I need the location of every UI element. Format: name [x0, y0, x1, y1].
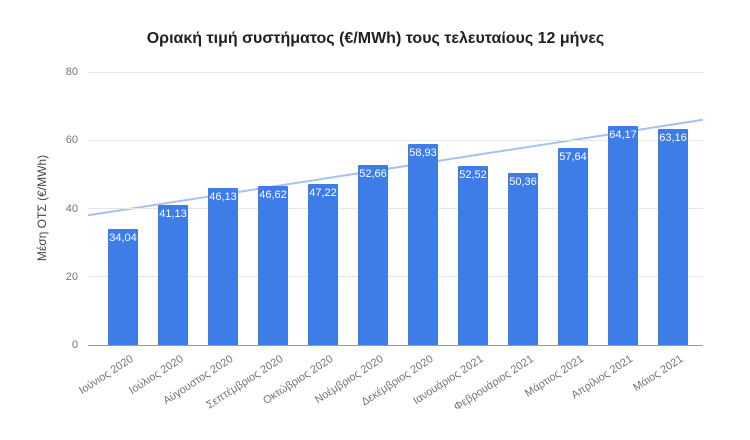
x-tick-label: Ιούνιος 2020	[76, 353, 136, 397]
y-tick-label: 80	[65, 66, 78, 78]
gridline	[88, 208, 703, 209]
bar-value-label: 57,64	[559, 151, 587, 164]
y-tick-label: 60	[65, 134, 78, 147]
x-axis-baseline	[88, 344, 703, 346]
x-tick-label: Μάιος 2021	[631, 353, 686, 395]
bar-value-label: 63,16	[659, 132, 687, 145]
y-axis-title: Μέση ΟΤΣ (€/MWh)	[35, 154, 49, 262]
trendline	[87, 118, 704, 217]
bar-value-label: 46,13	[209, 190, 237, 203]
bar-value-label: 41,13	[159, 207, 187, 220]
bar-9[interactable]: 50,36	[508, 173, 538, 345]
bar-value-label: 52,52	[459, 168, 487, 181]
bar-11[interactable]: 64,17	[608, 126, 638, 345]
bar-8[interactable]: 52,52	[458, 165, 488, 345]
bar-2[interactable]: 41,13	[158, 204, 188, 345]
gridline	[88, 71, 703, 73]
bar-4[interactable]: 46,62	[258, 185, 288, 345]
bar-3[interactable]: 46,13	[208, 187, 238, 345]
bar-value-label: 46,62	[259, 188, 287, 201]
bar-10[interactable]: 57,64	[558, 148, 588, 345]
bar-value-label: 58,93	[409, 146, 437, 159]
bar-7[interactable]: 58,93	[408, 143, 438, 345]
bar-1[interactable]: 34,04	[108, 228, 138, 345]
y-tick-label: 20	[65, 270, 78, 283]
bar-12[interactable]: 63,16	[658, 129, 688, 345]
bar-value-label: 52,66	[359, 168, 387, 181]
bar-value-label: 64,17	[609, 129, 637, 142]
gridline	[88, 276, 703, 278]
bar-value-label: 47,22	[309, 186, 337, 199]
y-tick-label: 0	[71, 339, 78, 351]
bar-6[interactable]: 52,66	[358, 165, 388, 345]
chart-title: Οριακή τιμή συστήματος (€/MWh) τους τελε…	[146, 30, 605, 47]
bar-value-label: 34,04	[109, 231, 137, 244]
plot-area: 0 20 40 60 80 34,04 Ιούνιος 2020 41,13 Ιούλιος 2…	[66, 66, 704, 413]
y-tick-label: 40	[65, 202, 78, 215]
bar-value-label: 50,36	[509, 176, 537, 189]
bar-5[interactable]: 47,22	[308, 183, 338, 345]
gridline	[88, 139, 703, 141]
trendline-svg	[87, 118, 704, 217]
